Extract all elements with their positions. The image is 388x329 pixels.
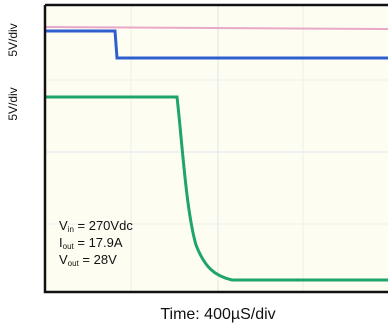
value: = 17.9A [74, 235, 123, 250]
subscript: out [68, 259, 80, 268]
ch2-scale: 5V/div [6, 87, 20, 120]
subscript: out [63, 242, 75, 251]
page: 5V/div 5V/div Time: 400µS/div Vin = 270V… [0, 0, 388, 329]
symbol: V [59, 252, 68, 267]
value: = 28V [79, 252, 117, 267]
value: = 270Vdc [74, 218, 133, 233]
scope-figure: 5V/div 5V/div Time: 400µS/div Vin = 270V… [0, 0, 388, 329]
symbol: V [59, 218, 68, 233]
ch1-scale: 5V/div [6, 23, 20, 56]
x-axis-label: Time: 400µS/div [160, 306, 275, 323]
